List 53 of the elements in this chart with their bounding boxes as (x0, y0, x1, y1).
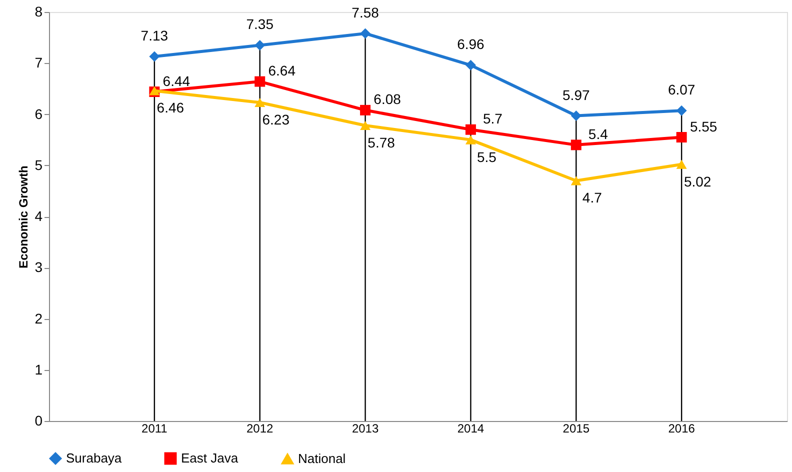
point (360, 104, 371, 116)
point (254, 40, 266, 50)
y-tick-label: 2 (34, 310, 43, 326)
point (570, 176, 582, 186)
x-tick-label: 2014 (457, 422, 484, 436)
point (254, 76, 266, 87)
y-tick-label: 1 (34, 361, 43, 378)
point (676, 132, 687, 142)
point (570, 110, 582, 122)
y-tick-label: 3 (34, 259, 43, 276)
point (676, 105, 687, 116)
legend-label: Surabaya (66, 450, 122, 466)
data-label: 5.97 (562, 86, 590, 103)
legend-label: East Java (181, 450, 239, 466)
data-label: 4.7 (582, 190, 602, 206)
data-label: 6.96 (457, 36, 485, 52)
x-tick-label: 2015 (562, 422, 590, 436)
point (360, 120, 371, 130)
data-label: 7.58 (352, 4, 380, 20)
data-label: 7.35 (246, 16, 274, 32)
y-tick-label: 8 (34, 4, 43, 20)
y-tick-label: 6 (34, 106, 43, 122)
data-label: 6.46 (156, 100, 184, 116)
data-label: 5.7 (482, 110, 503, 127)
y-tick-label: 0 (34, 412, 43, 428)
data-label: 6.44 (162, 72, 190, 89)
point (465, 60, 476, 70)
point (360, 28, 371, 39)
x-tick-label: 2011 (142, 422, 168, 436)
x-tick-label: 2012 (246, 422, 274, 436)
data-label: 5.4 (588, 126, 608, 142)
y-tick-label: 4 (34, 208, 43, 224)
y-tick-label: 7 (34, 54, 43, 71)
point (465, 124, 476, 135)
point (676, 160, 687, 169)
y-tick-label: 5 (34, 156, 43, 173)
legend-label: National (298, 450, 346, 466)
point (465, 135, 476, 144)
data-label: 6.23 (262, 111, 290, 128)
data-label: 5.5 (476, 148, 497, 165)
data-label: 5.55 (690, 118, 718, 134)
x-tick-label: 2013 (352, 422, 379, 436)
point (570, 140, 582, 150)
x-tick-label: 2016 (668, 422, 696, 436)
data-label: 5.78 (368, 134, 396, 150)
point (149, 51, 160, 62)
data-label: 5.02 (684, 173, 712, 190)
y-axis-title: Economic Growth (16, 166, 31, 268)
data-label: 6.64 (268, 62, 296, 79)
data-label: 6.08 (374, 91, 402, 108)
data-label: 6.07 (668, 82, 696, 98)
point (254, 98, 266, 108)
data-label: 7.13 (140, 27, 168, 44)
